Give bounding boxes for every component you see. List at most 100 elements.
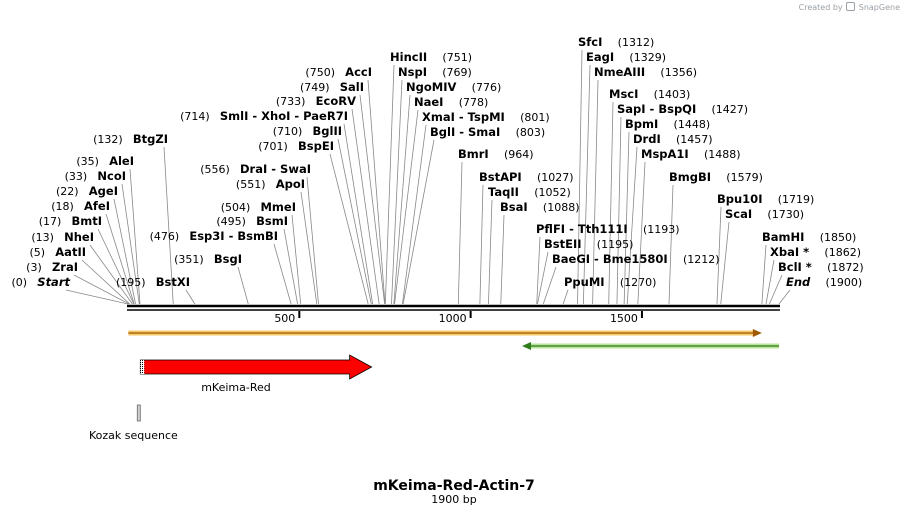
enzyme-label[interactable]: BsaI (1088) — [500, 196, 580, 215]
green-feature[interactable] — [522, 342, 779, 350]
enzyme-name: Esp3I - BsmBI — [189, 229, 278, 243]
enzyme-label[interactable]: SapI - BspQI (1427) — [617, 98, 748, 117]
enzyme-label[interactable]: (733) EcoRV — [276, 90, 356, 109]
enzyme-label[interactable]: NmeAIII (1356) — [594, 61, 697, 80]
enzyme-leader-line — [185, 289, 196, 305]
enzyme-position: (1457) — [676, 133, 713, 146]
enzyme-leader-line — [608, 101, 614, 305]
enzyme-label[interactable]: BclI * (1872) — [778, 256, 864, 275]
enzyme-label-text: (710) BglII — [273, 120, 342, 139]
enzyme-label[interactable]: BamHI (1850) — [762, 226, 856, 245]
enzyme-label[interactable]: BstAPI (1027) — [479, 166, 574, 185]
enzyme-name: Bpu10I — [717, 192, 762, 206]
enzyme-leader-line — [577, 49, 583, 305]
enzyme-label[interactable]: BaeGI - Bme1580I (1212) — [552, 248, 720, 267]
enzyme-label[interactable]: PpuMI (1270) — [564, 271, 656, 290]
enzyme-label[interactable]: NgoMIV (776) — [406, 76, 501, 95]
enzyme-label-text: (0) Start — [12, 271, 71, 290]
enzyme-leader-line — [537, 251, 549, 305]
mkeima-red-feature[interactable] — [139, 354, 373, 380]
enzyme-name: Start — [37, 275, 70, 289]
enzyme-label-text: NspI (769) — [398, 61, 472, 80]
enzyme-label[interactable]: ScaI (1730) — [725, 203, 804, 222]
enzyme-label[interactable]: MscI (1403) — [609, 83, 690, 102]
enzyme-label[interactable]: (33) NcoI — [65, 165, 126, 184]
enzyme-leader-line — [393, 94, 411, 305]
enzyme-label[interactable]: BglI - SmaI (803) — [430, 121, 545, 140]
enzyme-label[interactable]: (13) NheI — [31, 226, 94, 245]
enzyme-label[interactable]: (710) BglII — [273, 120, 342, 139]
enzyme-leader-line — [765, 259, 775, 305]
enzyme-label-text: BpmI (1448) — [625, 113, 710, 132]
enzyme-label[interactable]: (556) DraI - SwaI — [200, 158, 311, 177]
enzyme-position: (195) — [116, 276, 146, 289]
enzyme-label[interactable]: NspI (769) — [398, 61, 472, 80]
enzyme-label[interactable]: (17) BmtI — [39, 210, 102, 229]
enzyme-label[interactable]: (714) SmlI - XhoI - PaeR7I — [180, 105, 348, 124]
snapgene-logo-icon — [846, 2, 856, 11]
kozak-sequence-feature[interactable] — [136, 404, 141, 422]
enzyme-leader-line — [488, 199, 493, 305]
enzyme-position: (35) — [76, 155, 99, 168]
enzyme-leader-line — [237, 266, 249, 305]
enzyme-label[interactable]: (3) ZraI — [26, 256, 78, 275]
enzyme-label[interactable]: (351) BsgI — [174, 248, 242, 267]
enzyme-label[interactable]: XbaI * (1862) — [770, 241, 861, 260]
enzyme-label[interactable]: (701) BspEI — [258, 135, 334, 154]
enzyme-leader-line — [163, 146, 174, 305]
enzyme-label[interactable]: MspA1I (1488) — [641, 143, 741, 162]
enzyme-name: AgeI — [89, 184, 118, 198]
enzyme-label-text: PpuMI (1270) — [564, 271, 656, 290]
enzyme-leader-line — [542, 266, 557, 305]
enzyme-leader-line — [337, 138, 372, 305]
enzyme-label[interactable]: (0) Start — [12, 271, 71, 290]
enzyme-label[interactable]: (132) BtgZI — [93, 128, 168, 147]
orange-feature[interactable] — [128, 329, 762, 337]
enzyme-name: AatII — [55, 245, 86, 259]
enzyme-name: BstAPI — [479, 170, 522, 184]
enzyme-label[interactable]: NaeI (778) — [414, 91, 488, 110]
enzyme-leader-line — [291, 214, 302, 305]
enzyme-name: AfeI — [84, 199, 110, 213]
enzyme-label[interactable]: PflFI - Tth111I (1193) — [536, 218, 680, 237]
enzyme-name: DrdI — [633, 132, 661, 146]
enzyme-position: (556) — [200, 163, 230, 176]
enzyme-label[interactable]: BmgBI (1579) — [669, 166, 763, 185]
enzyme-label[interactable]: (551) ApoI — [236, 173, 305, 192]
enzyme-label[interactable]: Bpu10I (1719) — [717, 188, 814, 207]
enzyme-name: BpmI — [625, 117, 658, 131]
enzyme-label[interactable]: (22) AgeI — [56, 180, 118, 199]
enzyme-label[interactable]: (495) BsmI — [216, 210, 288, 229]
enzyme-label[interactable]: XmaI - TspMI (801) — [422, 106, 550, 125]
enzyme-name: BtgZI — [133, 132, 168, 146]
enzyme-label-text: BclI * (1872) — [778, 256, 864, 275]
enzyme-label[interactable]: (476) Esp3I - BsmBI — [150, 225, 278, 244]
enzyme-position: (0) — [12, 276, 28, 289]
enzyme-label[interactable]: BmrI (964) — [458, 143, 534, 162]
enzyme-label[interactable]: TaqII (1052) — [488, 181, 571, 200]
enzyme-position: (1719) — [778, 193, 815, 206]
enzyme-position: (1488) — [704, 148, 741, 161]
enzyme-label[interactable]: BstEII (1195) — [544, 233, 633, 252]
enzyme-label-text: (22) AgeI — [56, 180, 118, 199]
enzyme-label[interactable]: BpmI (1448) — [625, 113, 710, 132]
enzyme-position: (504) — [221, 201, 251, 214]
enzyme-label[interactable]: (5) AatII — [30, 241, 86, 260]
enzyme-position: (132) — [93, 133, 123, 146]
enzyme-label[interactable]: EagI (1329) — [586, 46, 666, 65]
enzyme-label[interactable]: DrdI (1457) — [633, 128, 713, 147]
enzyme-label[interactable]: (504) MmeI — [221, 196, 296, 215]
enzyme-label[interactable]: (749) SalI — [300, 76, 364, 95]
enzyme-label[interactable]: (195) BstXI — [116, 271, 190, 290]
enzyme-leader-line — [97, 228, 135, 305]
enzyme-label-text: Bpu10I (1719) — [717, 188, 814, 207]
enzyme-label[interactable]: (750) AccI — [305, 61, 372, 80]
enzyme-label[interactable]: (18) AfeI — [51, 195, 110, 214]
enzyme-label-text: BamHI (1850) — [762, 226, 856, 245]
enzyme-label[interactable]: End (1900) — [786, 271, 862, 290]
enzyme-label-text: (714) SmlI - XhoI - PaeR7I — [180, 105, 348, 124]
enzyme-leader-line — [65, 289, 129, 305]
enzyme-label[interactable]: SfcI (1312) — [578, 31, 654, 50]
enzyme-label[interactable]: HincII (751) — [390, 46, 472, 65]
enzyme-label[interactable]: (35) AleI — [76, 150, 134, 169]
